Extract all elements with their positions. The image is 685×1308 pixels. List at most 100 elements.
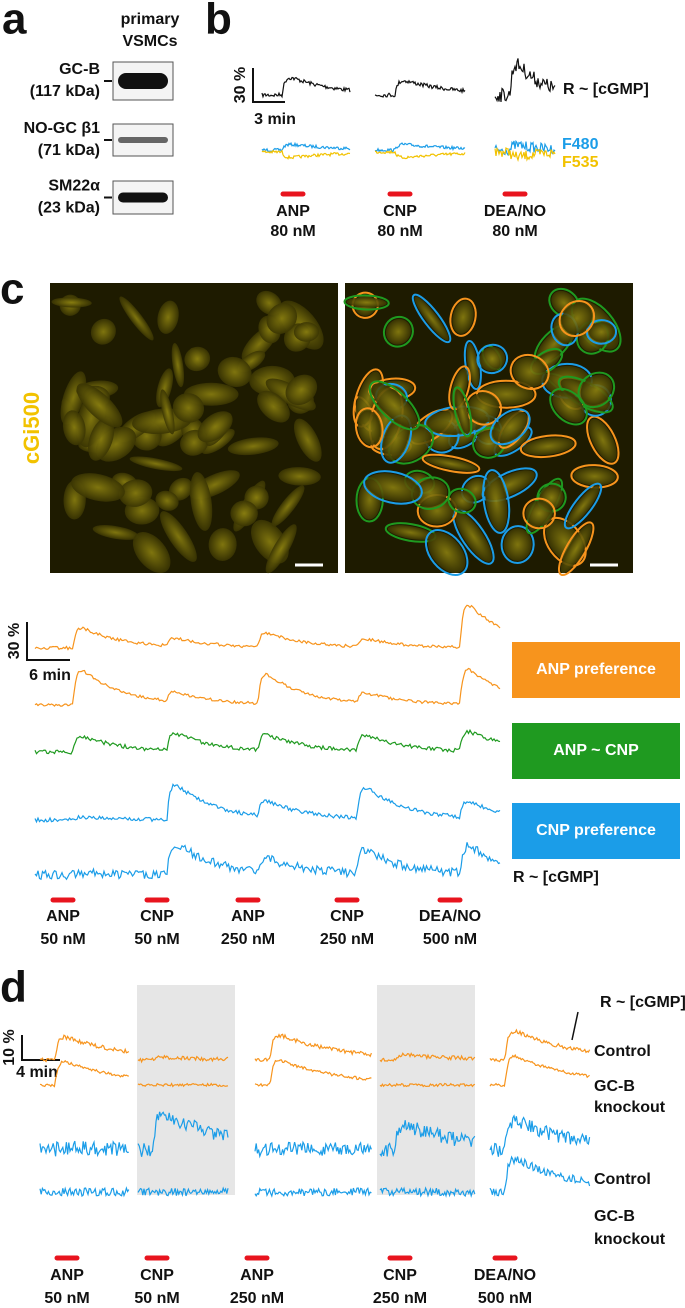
cell [227, 437, 279, 456]
scale-x-label: 6 min [29, 667, 71, 684]
channel-label: F535 [562, 154, 599, 171]
cell [560, 524, 592, 574]
cell [129, 456, 183, 472]
trace [34, 728, 501, 755]
trace [494, 146, 556, 162]
legend-box [512, 803, 680, 859]
trace [374, 149, 466, 160]
cell [119, 296, 154, 341]
trace [254, 1140, 372, 1159]
row-label: GC-B [594, 1208, 635, 1225]
trace [34, 604, 501, 651]
trace [379, 1120, 476, 1158]
cell [88, 417, 115, 461]
cell [479, 346, 506, 372]
scale-bar [21, 1035, 60, 1061]
cell [357, 410, 381, 446]
stimulus-conc: 80 nM [270, 223, 315, 240]
row-label: knockout [594, 1099, 666, 1116]
cell-outline [411, 293, 452, 344]
stimulus-name: ANP [276, 203, 310, 220]
header: primary [121, 11, 180, 28]
cell [427, 532, 466, 574]
cell [201, 428, 235, 455]
cell [285, 374, 318, 406]
panel-label: d [0, 963, 27, 1012]
channel-label: F480 [562, 136, 599, 153]
blot-name: NO-GC β1 [24, 120, 101, 137]
stimulus-conc: 250 nM [373, 1290, 427, 1307]
cell [522, 437, 574, 456]
cell-outline [563, 482, 603, 530]
cell [118, 479, 153, 507]
cell [197, 411, 233, 443]
cell [266, 303, 298, 334]
stimulus-name: CNP [383, 203, 417, 220]
cell [160, 511, 197, 562]
cell [208, 528, 237, 561]
stimulus-conc: 250 nM [221, 931, 275, 948]
cell [293, 322, 320, 342]
trace [261, 141, 351, 152]
cell [92, 525, 139, 540]
cell-outline [382, 315, 414, 348]
cell [573, 467, 616, 486]
stimulus-name: CNP [140, 908, 174, 925]
cell-outline [489, 408, 531, 446]
cell [466, 342, 480, 388]
cell [467, 393, 500, 423]
cell [414, 296, 449, 341]
cell-outline [368, 380, 421, 431]
trace [261, 76, 351, 99]
cell [366, 473, 420, 502]
stimulus-conc: 500 nM [478, 1290, 532, 1307]
cell [90, 318, 116, 345]
cell-outline [476, 379, 537, 409]
cell-outline [449, 297, 477, 337]
cell [387, 525, 434, 540]
cell [455, 511, 492, 562]
trace [489, 1114, 591, 1157]
cell [424, 456, 478, 472]
stimulus-conc: 50 nM [44, 1290, 89, 1307]
trace [39, 1034, 130, 1063]
ratio-label: R ~ [cGMP] [600, 994, 685, 1011]
image-label: cGi500 [19, 392, 44, 464]
panel-label: b [205, 0, 232, 44]
row-label: knockout [594, 1231, 666, 1248]
stimulus-name: ANP [231, 908, 265, 925]
cell [171, 342, 185, 388]
legend-label: CNP preference [536, 822, 656, 839]
cell [492, 411, 528, 443]
cell [293, 418, 322, 462]
cell-outline [354, 407, 384, 449]
blot-name: SM22α [48, 178, 100, 195]
trace [39, 1139, 129, 1158]
trace [379, 1082, 476, 1088]
stimulus-conc: 500 nM [423, 931, 477, 948]
cell [265, 524, 297, 574]
ratio-label: R ~ [cGMP] [563, 81, 649, 98]
trace [39, 1059, 129, 1088]
stimulus-conc: 50 nM [134, 1290, 179, 1307]
legend-box [512, 642, 680, 698]
scale-x-label: 4 min [16, 1064, 58, 1081]
trace [254, 1059, 372, 1088]
cell-outline [549, 387, 588, 426]
legend-label: ANP ~ CNP [553, 742, 639, 759]
band [118, 192, 168, 203]
trace [374, 79, 466, 98]
cell [588, 322, 615, 342]
row-label: Control [594, 1171, 651, 1188]
trace [494, 58, 556, 103]
cell [512, 356, 547, 388]
band [118, 73, 168, 89]
trace [489, 1028, 591, 1063]
shade [137, 985, 235, 1195]
blot-size: (117 kDa) [30, 83, 100, 100]
cell [217, 356, 252, 388]
legend-box [512, 723, 680, 779]
cell [190, 472, 213, 531]
trace [137, 1111, 229, 1157]
cell [62, 410, 86, 446]
